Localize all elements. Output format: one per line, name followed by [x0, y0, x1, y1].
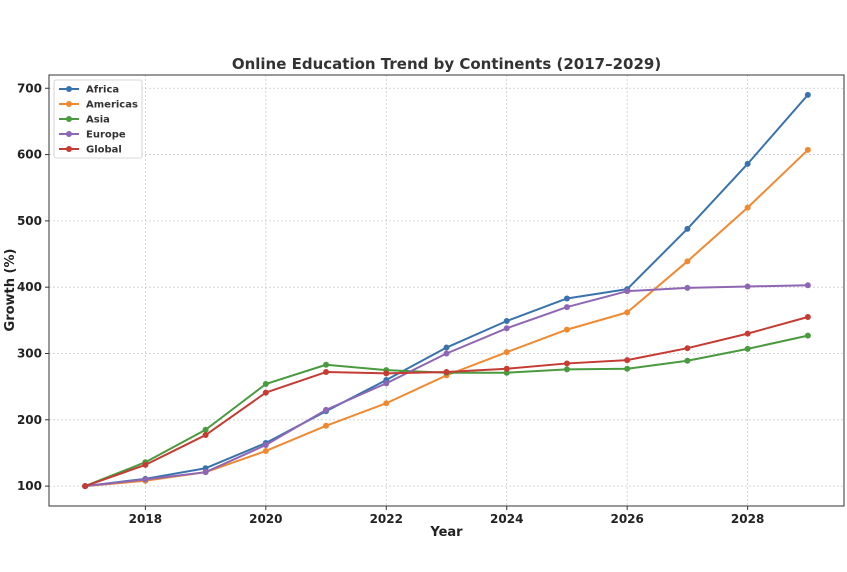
series-global: [82, 314, 811, 490]
data-point-africa: [563, 295, 570, 302]
data-point-europe: [744, 283, 751, 290]
data-point-americas: [262, 447, 269, 454]
data-point-global: [202, 432, 209, 439]
data-point-europe: [563, 304, 570, 311]
data-point-global: [82, 483, 89, 490]
y-axis-ticks: 100 200 300 400 500 600 700: [17, 81, 49, 493]
series-line-europe: [85, 284, 808, 488]
y-tick-label: 600: [17, 148, 42, 162]
series-line-africa: [85, 94, 809, 488]
data-point-global: [804, 314, 811, 321]
y-tick-label: 200: [17, 413, 42, 427]
series-line-asia: [84, 334, 809, 488]
legend-item-americas: Americas: [59, 100, 138, 111]
data-point-asia: [262, 380, 269, 387]
data-point-global: [383, 370, 390, 377]
data-point-asia: [804, 332, 811, 339]
legend-marker-africa: [66, 86, 72, 92]
data-point-americas: [323, 422, 330, 429]
x-tick-label: 2026: [610, 512, 643, 526]
data-point-global: [323, 369, 330, 376]
grid: [49, 75, 844, 506]
data-point-americas: [624, 309, 631, 316]
legend-marker-americas: [66, 101, 72, 107]
x-tick-label: 2020: [249, 512, 282, 526]
data-point-europe: [383, 380, 390, 387]
y-tick-label: 100: [17, 479, 42, 493]
legend-box: [53, 79, 143, 159]
data-point-europe: [624, 288, 631, 295]
legend-marker-europe: [66, 131, 72, 137]
series-europe: [82, 282, 811, 490]
legend: Africa Americas Asia Europe Global: [53, 79, 143, 159]
data-point-africa: [804, 91, 811, 98]
data-point-africa: [503, 318, 510, 325]
data-point-americas: [563, 326, 570, 333]
y-axis-label: Growth (%): [3, 249, 18, 332]
data-point-asia: [744, 345, 751, 352]
y-tick-label: 500: [17, 214, 42, 228]
legend-label-europe: Europe: [86, 130, 126, 141]
y-tick-label: 300: [17, 346, 42, 360]
legend-item-europe: Europe: [59, 130, 126, 141]
legend-item-asia: Asia: [59, 115, 110, 126]
data-point-europe: [804, 282, 811, 289]
legend-label-americas: Americas: [86, 100, 138, 111]
data-point-europe: [142, 476, 149, 483]
series-layer: [82, 91, 811, 490]
legend-label-global: Global: [86, 145, 122, 156]
data-point-asia: [563, 366, 570, 373]
data-point-asia: [323, 361, 330, 368]
legend-label-asia: Asia: [86, 115, 110, 126]
x-axis-label: Year: [429, 525, 463, 540]
data-point-africa: [744, 160, 751, 167]
x-tick-label: 2028: [731, 512, 764, 526]
data-point-asia: [202, 426, 209, 433]
data-point-global: [262, 389, 269, 396]
data-point-americas: [684, 258, 691, 265]
data-point-americas: [503, 349, 510, 356]
data-point-global: [503, 365, 510, 372]
data-point-americas: [744, 204, 751, 211]
data-point-europe: [202, 469, 209, 476]
legend-label-africa: Africa: [86, 85, 119, 96]
data-point-global: [443, 369, 450, 376]
data-point-global: [142, 461, 149, 468]
data-point-asia: [624, 365, 631, 372]
series-africa: [82, 91, 811, 490]
x-tick-label: 2024: [490, 512, 523, 526]
data-point-global: [744, 330, 751, 337]
x-axis-ticks: 2018 2020 2022 2024 2026 2028: [129, 506, 764, 526]
data-point-africa: [684, 225, 691, 232]
y-tick-label: 400: [17, 280, 42, 294]
x-tick-label: 2018: [129, 512, 162, 526]
chart-title: Online Education Trend by Continents (20…: [232, 55, 661, 73]
x-tick-label: 2022: [370, 512, 403, 526]
y-tick-label: 700: [17, 81, 42, 95]
data-point-global: [624, 357, 631, 364]
data-point-asia: [684, 357, 691, 364]
data-point-americas: [383, 400, 390, 407]
data-point-global: [684, 345, 691, 352]
data-point-americas: [804, 146, 811, 153]
series-line-global: [84, 316, 809, 488]
data-point-europe: [323, 406, 330, 413]
legend-item-africa: Africa: [59, 85, 119, 96]
legend-marker-asia: [66, 116, 72, 122]
data-point-europe: [262, 441, 269, 448]
legend-item-global: Global: [59, 145, 122, 156]
plot-frame: [48, 74, 845, 507]
data-point-europe: [503, 325, 510, 332]
data-point-global: [563, 360, 570, 367]
data-point-africa: [443, 344, 450, 351]
data-point-europe: [684, 284, 691, 291]
data-point-europe: [443, 350, 450, 357]
legend-marker-global: [66, 146, 72, 152]
